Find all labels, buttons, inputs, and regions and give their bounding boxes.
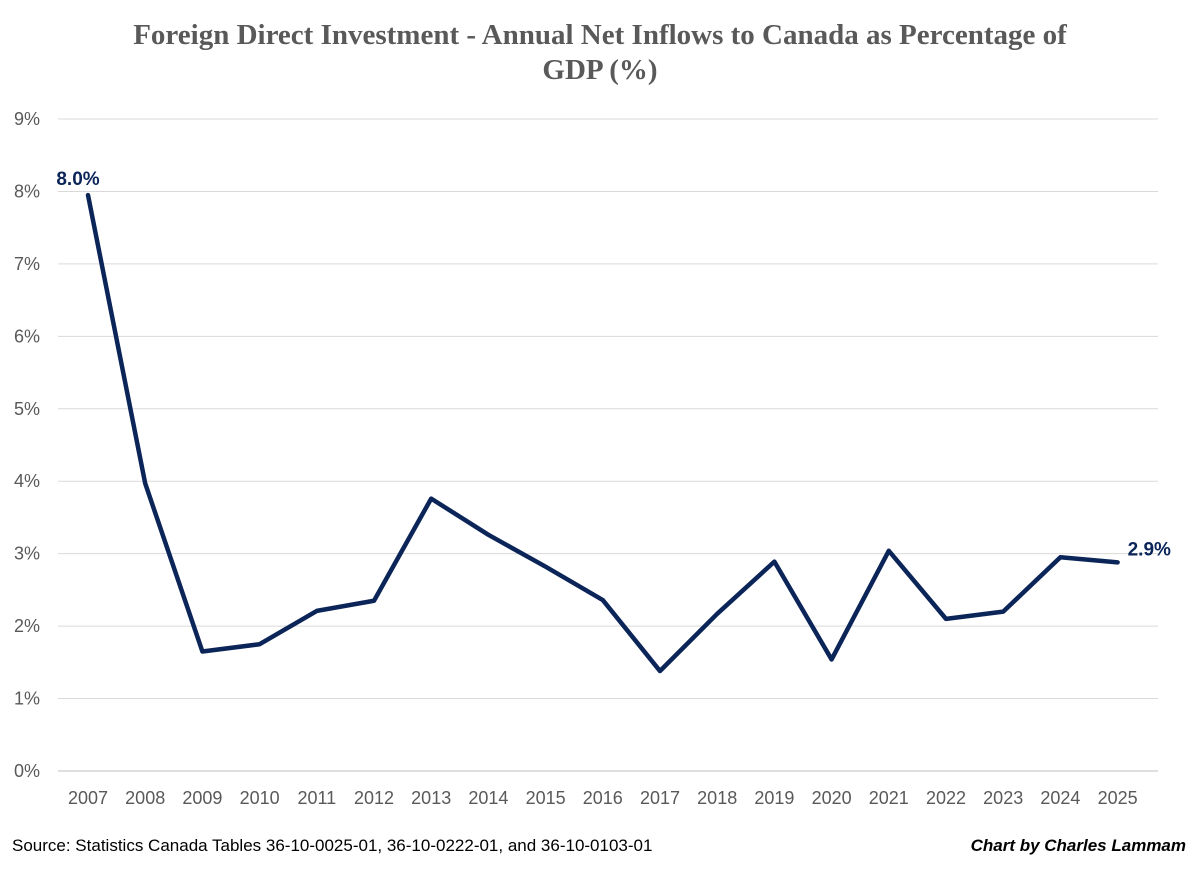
y-tick-label: 9%	[14, 109, 40, 129]
x-tick-label: 2010	[240, 788, 280, 808]
y-tick-label: 8%	[14, 181, 40, 201]
y-tick-label: 0%	[14, 761, 40, 781]
x-tick-label: 2021	[869, 788, 909, 808]
x-axis-ticks: 2007 2008 2009 2010 2011 2012 2013 2014 2015 2016…	[68, 788, 1138, 808]
y-tick-label: 7%	[14, 254, 40, 274]
y-tick-label: 2%	[14, 616, 40, 636]
x-tick-label: 2012	[354, 788, 394, 808]
x-tick-label: 2008	[125, 788, 165, 808]
x-tick-label: 2015	[526, 788, 566, 808]
y-axis-ticks: 0% 1% 2% 3% 4% 5% 6% 7% 8% 9%	[14, 109, 40, 781]
x-tick-label: 2025	[1098, 788, 1138, 808]
x-tick-label: 2017	[640, 788, 680, 808]
y-tick-label: 3%	[14, 544, 40, 564]
data-label: 8.0%	[56, 169, 99, 190]
x-tick-label: 2024	[1040, 788, 1080, 808]
y-tick-label: 1%	[14, 689, 40, 709]
y-tick-label: 6%	[14, 326, 40, 346]
x-tick-label: 2007	[68, 788, 108, 808]
data-labels: 8.0% 2.9%	[56, 169, 1171, 560]
x-tick-label: 2018	[697, 788, 737, 808]
x-tick-label: 2013	[411, 788, 451, 808]
source-note: Source: Statistics Canada Tables 36-10-0…	[12, 836, 653, 855]
x-tick-label: 2020	[812, 788, 852, 808]
series-line-0	[85, 192, 1120, 674]
x-tick-label: 2011	[297, 788, 336, 808]
gridlines	[58, 118, 1158, 772]
y-tick-label: 5%	[14, 399, 40, 419]
x-tick-label: 2019	[754, 788, 794, 808]
data-label: 2.9%	[1128, 539, 1171, 560]
chart-credit: Chart by Charles Lammam	[970, 836, 1186, 855]
x-tick-label: 2014	[468, 788, 508, 808]
x-tick-label: 2009	[182, 788, 222, 808]
x-tick-label: 2016	[583, 788, 623, 808]
y-tick-label: 4%	[14, 471, 40, 491]
chart-title: Foreign Direct Investment - Annual Net I…	[133, 19, 1067, 86]
x-tick-label: 2023	[983, 788, 1023, 808]
x-tick-label: 2022	[926, 788, 966, 808]
series-lines	[85, 192, 1120, 674]
